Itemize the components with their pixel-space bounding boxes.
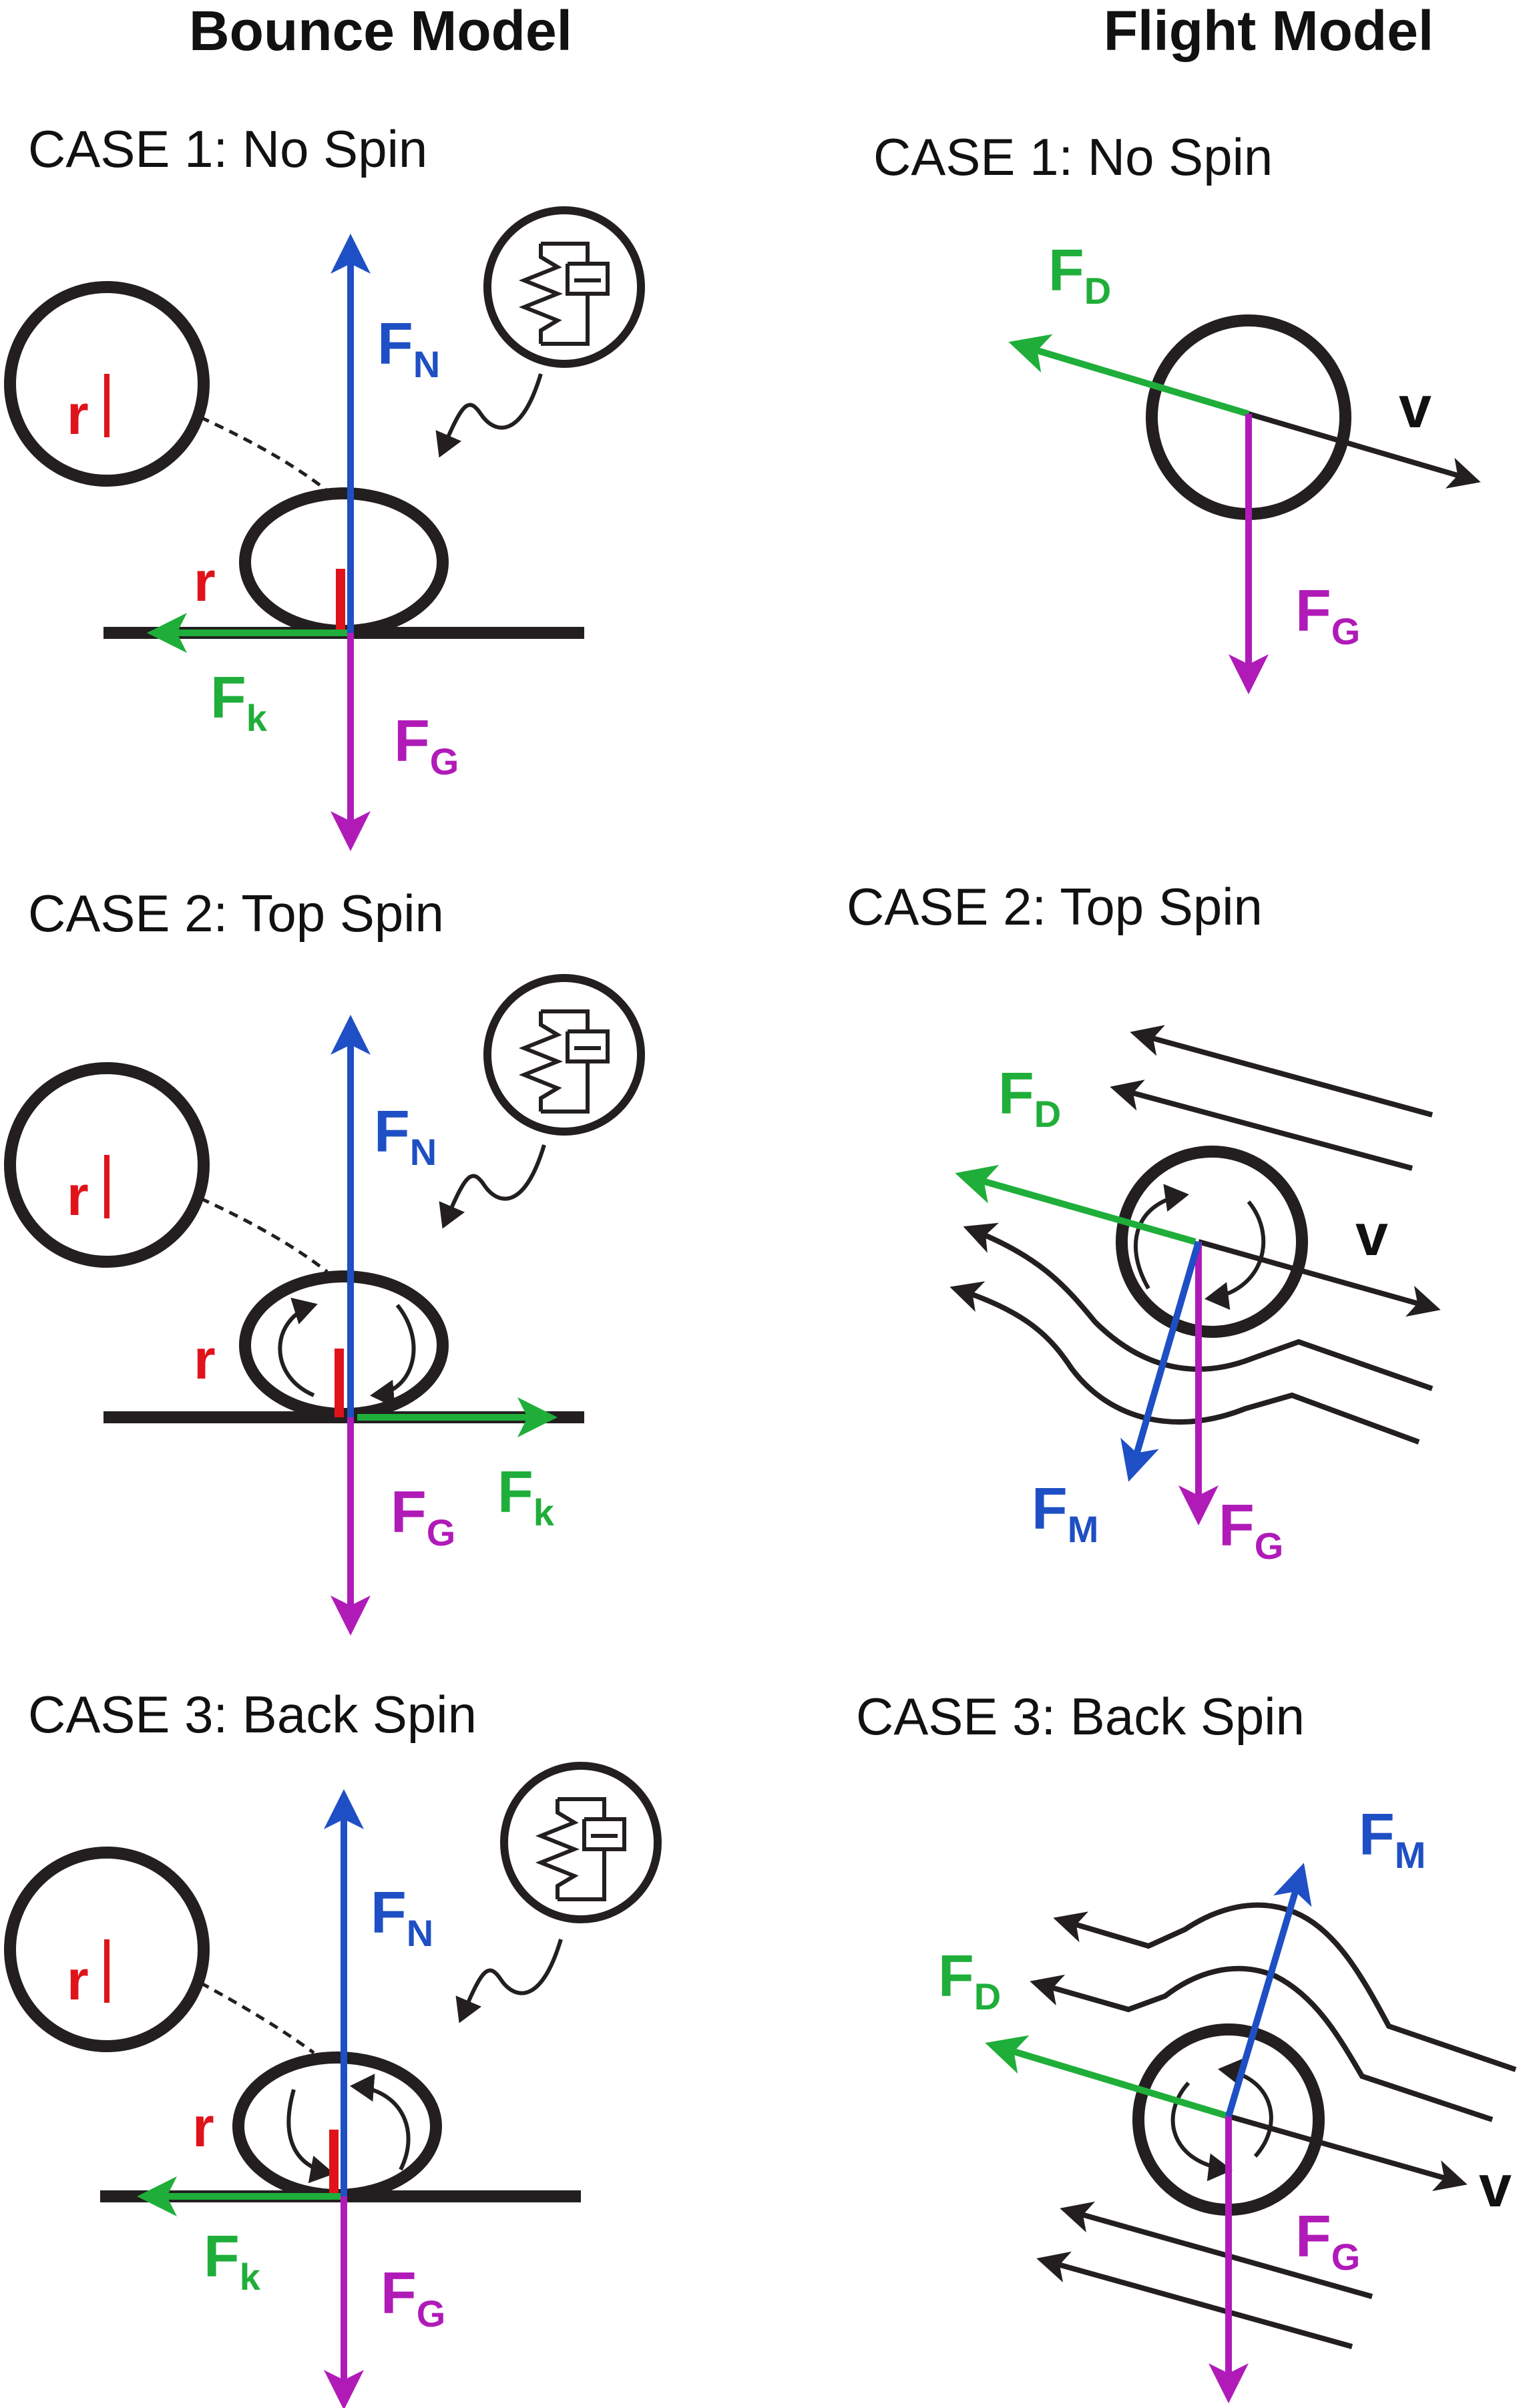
airflow-streamline [1036,2251,1353,2349]
flight-model-header: Flight Model [1104,0,1434,62]
spring-damper-icon [500,1762,662,1923]
normal-force-label: FN [374,1098,437,1173]
airflow-streamline [949,1281,1420,1445]
gravity-force-label: FG [1219,1492,1283,1567]
zoom-circle [4,281,210,487]
zoom-radius-label: r [67,1949,89,2011]
ball [1116,1146,1308,1338]
gravity-force-label: FG [1295,577,1360,652]
magnus-force-label: FM [1032,1475,1098,1550]
zoom-connector [199,415,329,492]
radius-label: r [194,1328,216,1391]
zoom-connector [199,1981,315,2055]
bounce-case3: CASE 3: Back Spin r r FN Fk FG [4,1685,662,2408]
spin-arrow-left [278,1297,318,1397]
airflow-streamline [1130,1025,1434,1118]
spin-arrow-left [286,2089,335,2184]
drag-force-label: FD [998,1060,1061,1135]
drag-force-label: FD [938,1943,1001,2017]
spring-damper-icon [483,974,645,1136]
zoom-radius-label: r [67,1164,89,1227]
spin-arrow-outer [1133,1184,1189,1290]
gravity-force-label: FG [391,1479,455,1553]
curved-pointer-arrow [439,1144,546,1229]
normal-force-label: FN [377,310,440,385]
magnus-force-arrow [1225,1863,1312,2118]
flight-case2: CASE 2: Top Spin v FD FM FG [847,877,1441,1567]
velocity-label: v [1355,1202,1388,1268]
zoom-circle [4,1847,210,2052]
gravity-force-label: FG [381,2260,445,2335]
drag-force-arrow [985,2035,1230,2120]
magnus-force-arrow [1120,1240,1202,1482]
velocity-label: v [1479,2153,1512,2219]
bounce-case1-title: CASE 1: No Spin [28,119,427,178]
drag-force-arrow [1008,334,1250,417]
velocity-arrow [1197,1239,1441,1317]
drag-force-arrow [955,1164,1196,1245]
bounce-case2-title: CASE 2: Top Spin [28,884,444,943]
spin-arrow-right [350,2074,411,2171]
flight-case1: CASE 1: No Spin v FD FG [873,128,1481,694]
zoom-radius-label: r [67,383,89,446]
friction-force-label: Fk [210,664,268,739]
radius-label: r [194,550,216,613]
curved-pointer-arrow [435,373,543,458]
friction-force-label: Fk [204,2223,261,2298]
spin-arrow-outer [1170,2081,1233,2182]
airflow-streamline [1030,1965,1494,2122]
spring-damper-icon [483,206,645,368]
normal-force-label: FN [371,1879,433,1954]
airflow-streamline [1060,2201,1373,2299]
friction-force-label: Fk [497,1459,555,1533]
velocity-label: v [1399,374,1432,440]
magnus-force-label: FM [1359,1801,1426,1876]
bounce-case2: CASE 2: Top Spin r r FN FG Fk [4,884,645,1636]
spin-arrow-right [370,1304,416,1408]
flight-case2-title: CASE 2: Top Spin [847,877,1263,936]
bounce-model-header: Bounce Model [189,0,572,62]
zoom-circle [4,1062,210,1268]
bounce-case1: CASE 1: No Spin r r FN Fk FG [4,119,645,851]
radius-label: r [192,2096,214,2158]
airflow-streamline [963,1222,1434,1391]
gravity-force-label: FG [1295,2203,1360,2278]
airflow-streamline [1053,1902,1517,2072]
zoom-connector [199,1196,329,1273]
flight-case3: CASE 3: Back Spin v FD FM FG [856,1687,1517,2403]
bounce-case3-title: CASE 3: Back Spin [28,1685,477,1744]
flight-case1-title: CASE 1: No Spin [873,128,1273,186]
velocity-arrow [1247,411,1481,489]
curved-pointer-arrow [455,1939,563,2023]
velocity-arrow [1227,2114,1468,2192]
flight-case3-title: CASE 3: Back Spin [856,1687,1305,1746]
gravity-force-label: FG [394,708,459,782]
airflow-streamline [1110,1079,1413,1171]
drag-force-label: FD [1048,237,1111,312]
